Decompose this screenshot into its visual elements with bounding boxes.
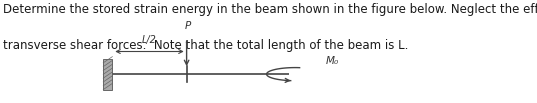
Bar [103,59,112,90]
Text: Determine the stored strain energy in the beam shown in the figure below. Neglec: Determine the stored strain energy in th… [3,3,537,16]
Text: L/2: L/2 [142,35,157,45]
Text: P: P [185,21,191,31]
Text: transverse shear forces.  Note that the total length of the beam is L.: transverse shear forces. Note that the t… [3,39,409,52]
Text: M₀: M₀ [325,56,339,66]
